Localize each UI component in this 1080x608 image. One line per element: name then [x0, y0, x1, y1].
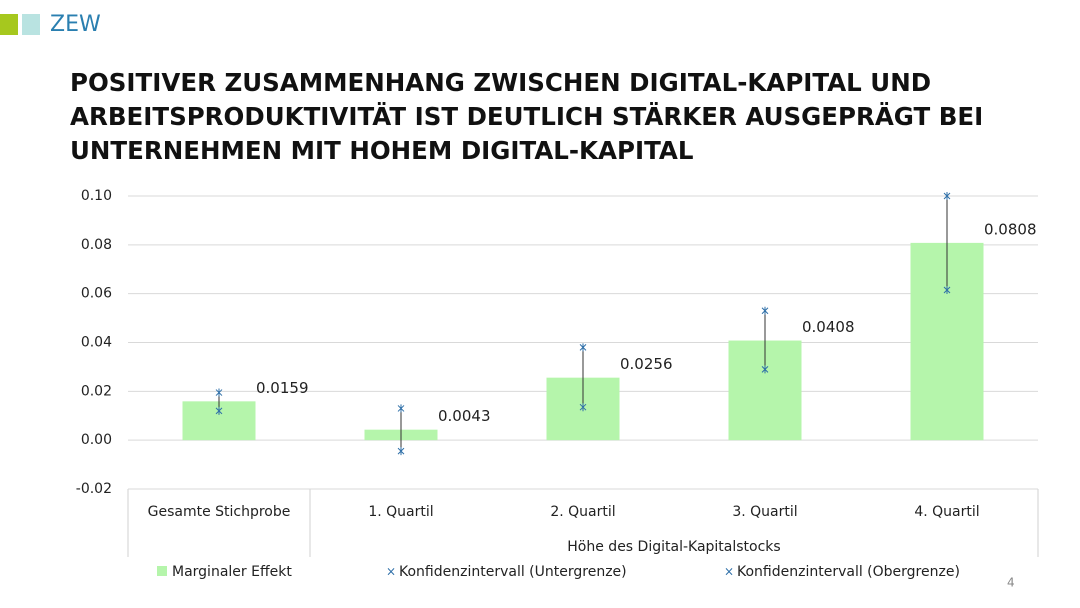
y-tick-label: 0.02 [81, 383, 112, 399]
logo-block [22, 14, 40, 35]
data-label: 0.0808 [984, 220, 1037, 238]
ci-marker [761, 365, 769, 374]
data-label: 0.0159 [256, 379, 309, 397]
data-label: 0.0408 [802, 318, 855, 336]
y-tick-label: 0.10 [81, 188, 112, 204]
ci-marker [943, 286, 951, 295]
y-tick-label: 0.00 [81, 432, 112, 448]
ci-marker [761, 306, 769, 315]
ci-marker [397, 404, 405, 413]
ci-marker [397, 447, 405, 456]
y-tick-label: 0.08 [81, 237, 112, 253]
category-group-label: Höhe des Digital-Kapitalstocks [567, 539, 780, 555]
data-label: 0.0256 [620, 355, 673, 373]
legend-marker: × [724, 565, 734, 579]
page-number: 4 [1007, 576, 1015, 590]
ci-marker [215, 388, 223, 397]
data-label: 0.0043 [438, 407, 491, 425]
x-tick-label: Gesamte Stichprobe [148, 504, 291, 520]
logo: ZEW [50, 12, 101, 37]
y-tick-label: -0.02 [76, 481, 112, 497]
title-line: ARBEITSPRODUKTIVITÄT IST DEUTLICH STÄRKE… [70, 102, 983, 131]
legend-marker: × [386, 565, 396, 579]
legend-swatch [157, 566, 167, 576]
x-tick-label: 3. Quartil [732, 504, 797, 520]
legend-label: Marginaler Effekt [172, 564, 292, 580]
legend-label: Konfidenzintervall (Untergrenze) [399, 564, 627, 580]
x-tick-label: 1. Quartil [368, 504, 433, 520]
legend-label: Konfidenzintervall (Obergrenze) [737, 564, 960, 580]
y-tick-label: 0.06 [81, 286, 112, 302]
ci-marker [943, 192, 951, 200]
title-line: POSITIVER ZUSAMMENHANG ZWISCHEN DIGITAL-… [70, 68, 931, 97]
x-tick-label: 2. Quartil [550, 504, 615, 520]
x-tick-label: 4. Quartil [914, 504, 979, 520]
logo-block [0, 14, 18, 35]
ci-marker [579, 343, 587, 352]
ci-marker [579, 403, 587, 412]
title-line: UNTERNEHMEN MIT HOHEM DIGITAL-KAPITAL [70, 136, 693, 165]
y-tick-label: 0.04 [81, 335, 112, 351]
ci-marker [215, 406, 223, 415]
